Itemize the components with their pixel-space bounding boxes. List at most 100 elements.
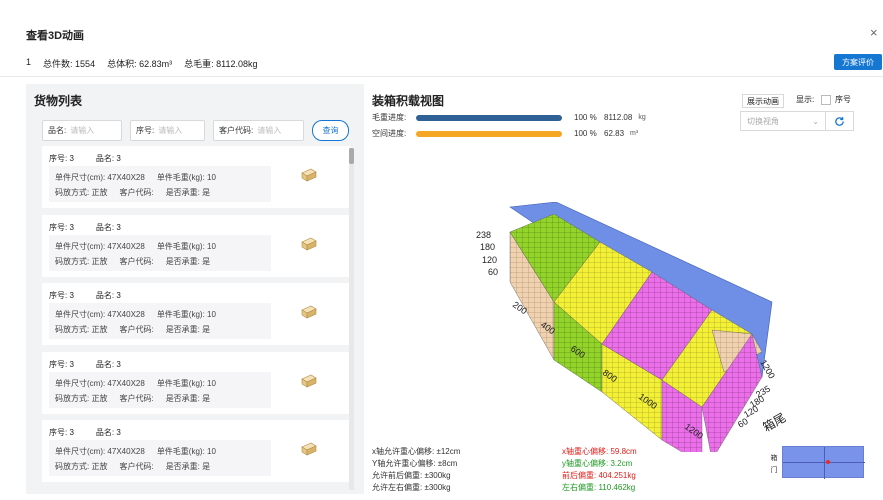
space-progress-value: 62.83 <box>604 129 625 138</box>
x-offset-value: x轴重心偏移: 59.8cm <box>562 447 637 456</box>
cargo-stack: 码放方式: 正放 <box>55 188 108 197</box>
cargo-customer: 客户代码: <box>119 325 154 334</box>
cargo-seq: 序号: 3 <box>49 291 74 300</box>
customer-code-field[interactable]: 客户代码: 请输入 <box>213 120 304 141</box>
chevron-down-icon: ⌄ <box>812 116 819 126</box>
weight-progress-bar <box>416 114 562 121</box>
product-name-field[interactable]: 品名: 请输入 <box>42 120 122 141</box>
width-tick: 60 <box>736 416 750 430</box>
cargo-details: 单件尺寸(cm): 47X40X28 单件毛重(kg): 10 码放方式: 正放 客户… <box>49 303 271 339</box>
cargo-list-panel: 货物列表 品名: 请输入 序号: 请输入 客户代码: 请输入 查询 序号: 3 品… <box>26 84 364 494</box>
allowed-left-right: 允许左右偏重: ±300kg <box>372 483 451 492</box>
load-view-title: 装箱积载视图 <box>372 94 445 108</box>
cargo-seq: 序号: 3 <box>49 359 74 369</box>
seq-checkbox[interactable] <box>821 95 831 105</box>
plan-evaluation-button[interactable]: 方案评价 <box>834 54 882 70</box>
allowed-front-back: 允许前后偏重: ±300kg <box>372 471 451 480</box>
summary-total-volume: 总体积: 62.83m³ <box>107 59 173 69</box>
refresh-icon[interactable] <box>826 111 854 131</box>
cargo-list: 序号: 3 品名: 3 单件尺寸(cm): 47X40X28 单件毛重(kg): 10… <box>42 146 350 492</box>
cargo-size: 单件尺寸(cm): 47X40X28 <box>55 173 145 182</box>
cargo-customer: 客户代码: <box>119 462 154 471</box>
cargo-name: 品名: 3 <box>95 359 121 369</box>
box-icon <box>301 305 317 321</box>
view-select-group: 切换视角 ⌄ <box>740 111 854 131</box>
y-offset-value: y轴重心偏移: 3.2cm <box>562 459 633 468</box>
left-right-value: 左右偏重: 110.462kg <box>562 483 636 492</box>
space-progress-bar <box>416 130 562 137</box>
cargo-card[interactable]: 序号: 3 品名: 3 单件尺寸(cm): 47X40X28 单件毛重(kg): 10… <box>42 420 350 482</box>
cargo-size: 单件尺寸(cm): 47X40X28 <box>55 310 145 319</box>
cargo-size: 单件尺寸(cm): 47X40X28 <box>55 241 145 251</box>
cargo-bearing: 是否承重: 是 <box>165 256 211 266</box>
cargo-card[interactable]: 序号: 3 品名: 3 单件尺寸(cm): 47X40X28 单件毛重(kg): 10… <box>42 283 350 345</box>
cargo-stack: 码放方式: 正放 <box>55 325 108 334</box>
cargo-list-title: 货物列表 <box>34 94 83 108</box>
cargo-details: 单件尺寸(cm): 47X40X28 单件毛重(kg): 10 码放方式: 正放 客户… <box>49 166 271 202</box>
summary-total-count: 总件数: 1554 <box>43 59 96 69</box>
cargo-details: 单件尺寸(cm): 47X40X28 单件毛重(kg): 10 码放方式: 正放 客户… <box>49 234 271 271</box>
cargo-name: 品名: 3 <box>95 154 121 163</box>
cargo-weight: 单件毛重(kg): 10 <box>156 378 216 388</box>
cargo-customer: 客户代码: <box>119 393 154 403</box>
cargo-customer: 客户代码: <box>119 256 154 266</box>
height-tick: 238 <box>476 230 491 240</box>
height-tick: 180 <box>480 242 495 252</box>
cargo-search-row: 品名: 请输入 序号: 请输入 客户代码: 请输入 查询 <box>42 120 349 141</box>
cargo-bearing: 是否承重: 是 <box>165 462 211 471</box>
load-view-panel: 装箱积载视图 毛重进度: 100 % 8112.08 kg 空间进度: 100 … <box>364 84 883 494</box>
height-tick: 60 <box>488 267 498 277</box>
cargo-weight: 单件毛重(kg): 10 <box>156 173 216 182</box>
cargo-name: 品名: 3 <box>95 291 121 300</box>
center-of-gravity-dot <box>826 460 830 464</box>
cargo-size: 单件尺寸(cm): 47X40X28 <box>55 378 145 388</box>
cargo-bearing: 是否承重: 是 <box>165 188 211 197</box>
cargo-weight: 单件毛重(kg): 10 <box>156 310 216 319</box>
cargo-stack: 码放方式: 正放 <box>55 462 108 471</box>
cargo-details: 单件尺寸(cm): 47X40X28 单件毛重(kg): 10 码放方式: 正放 客户… <box>49 371 271 408</box>
seq-number-field[interactable]: 序号: 请输入 <box>130 120 205 141</box>
box-icon <box>301 442 317 458</box>
cargo-weight: 单件毛重(kg): 10 <box>156 241 216 251</box>
scroll-thumb[interactable] <box>349 148 354 164</box>
display-label: 显示: <box>796 95 815 104</box>
allowed-y-offset: Y轴允许重心偏移: ±8cm <box>372 459 458 468</box>
show-animation-button[interactable]: 展示动画 <box>742 94 784 108</box>
cargo-customer: 客户代码: <box>119 188 154 197</box>
weight-progress-value: 8112.08 <box>604 113 633 122</box>
height-tick: 120 <box>482 255 497 265</box>
box-icon <box>301 237 317 253</box>
cargo-card[interactable]: 序号: 3 品名: 3 单件尺寸(cm): 47X40X28 单件毛重(kg): 10… <box>42 351 350 414</box>
view-select[interactable]: 切换视角 ⌄ <box>740 111 826 131</box>
seq-checkbox-label: 序号 <box>835 95 851 104</box>
dialog-title: 查看3D动画 <box>26 30 85 42</box>
cargo-list-scrollbar[interactable] <box>349 148 354 490</box>
cargo-seq: 序号: 3 <box>49 154 74 163</box>
summary-bar: 1 总件数: 1554 总体积: 62.83m³ 总毛重: 8112.08kg <box>26 57 258 70</box>
cargo-size: 单件尺寸(cm): 47X40X28 <box>55 447 145 456</box>
space-progress: 空间进度: 100 % 62.83 m³ <box>372 129 639 138</box>
allowed-x-offset: x轴允许重心偏移: ±12cm <box>372 447 461 456</box>
cargo-bearing: 是否承重: 是 <box>165 325 211 334</box>
cargo-details: 单件尺寸(cm): 47X40X28 单件毛重(kg): 10 码放方式: 正放 客户… <box>49 440 271 476</box>
cargo-end-pink <box>701 333 763 452</box>
summary-index: 1 <box>26 57 32 67</box>
cargo-card[interactable]: 序号: 3 品名: 3 单件尺寸(cm): 47X40X28 单件毛重(kg): 10… <box>42 214 350 277</box>
front-back-value: 前后偏重: 404.251kg <box>562 471 636 480</box>
allowed-offsets: x轴允许重心偏移: ±12cm Y轴允许重心偏移: ±8cm 允许前后偏重: ±… <box>372 446 460 494</box>
cargo-weight: 单件毛重(kg): 10 <box>156 447 216 456</box>
cargo-bearing: 是否承重: 是 <box>165 393 211 403</box>
weight-progress: 毛重进度: 100 % 8112.08 kg <box>372 113 646 122</box>
cargo-stack: 码放方式: 正放 <box>55 393 108 403</box>
cargo-seq: 序号: 3 <box>49 222 74 232</box>
center-of-gravity-map <box>782 446 865 479</box>
summary-total-weight: 总毛重: 8112.08kg <box>184 59 258 69</box>
query-button[interactable]: 查询 <box>312 120 349 141</box>
box-icon <box>301 374 317 390</box>
container-3d-view[interactable]: 238 180 120 60 200 400 600 800 1000 1200… <box>462 202 792 452</box>
close-icon[interactable]: × <box>870 25 878 40</box>
cargo-card[interactable]: 序号: 3 品名: 3 单件尺寸(cm): 47X40X28 单件毛重(kg): 10… <box>42 146 350 208</box>
actual-offsets: x轴重心偏移: 59.8cm y轴重心偏移: 3.2cm 前后偏重: 404.2… <box>562 446 637 494</box>
header-divider <box>0 76 883 77</box>
cargo-seq: 序号: 3 <box>49 428 74 437</box>
